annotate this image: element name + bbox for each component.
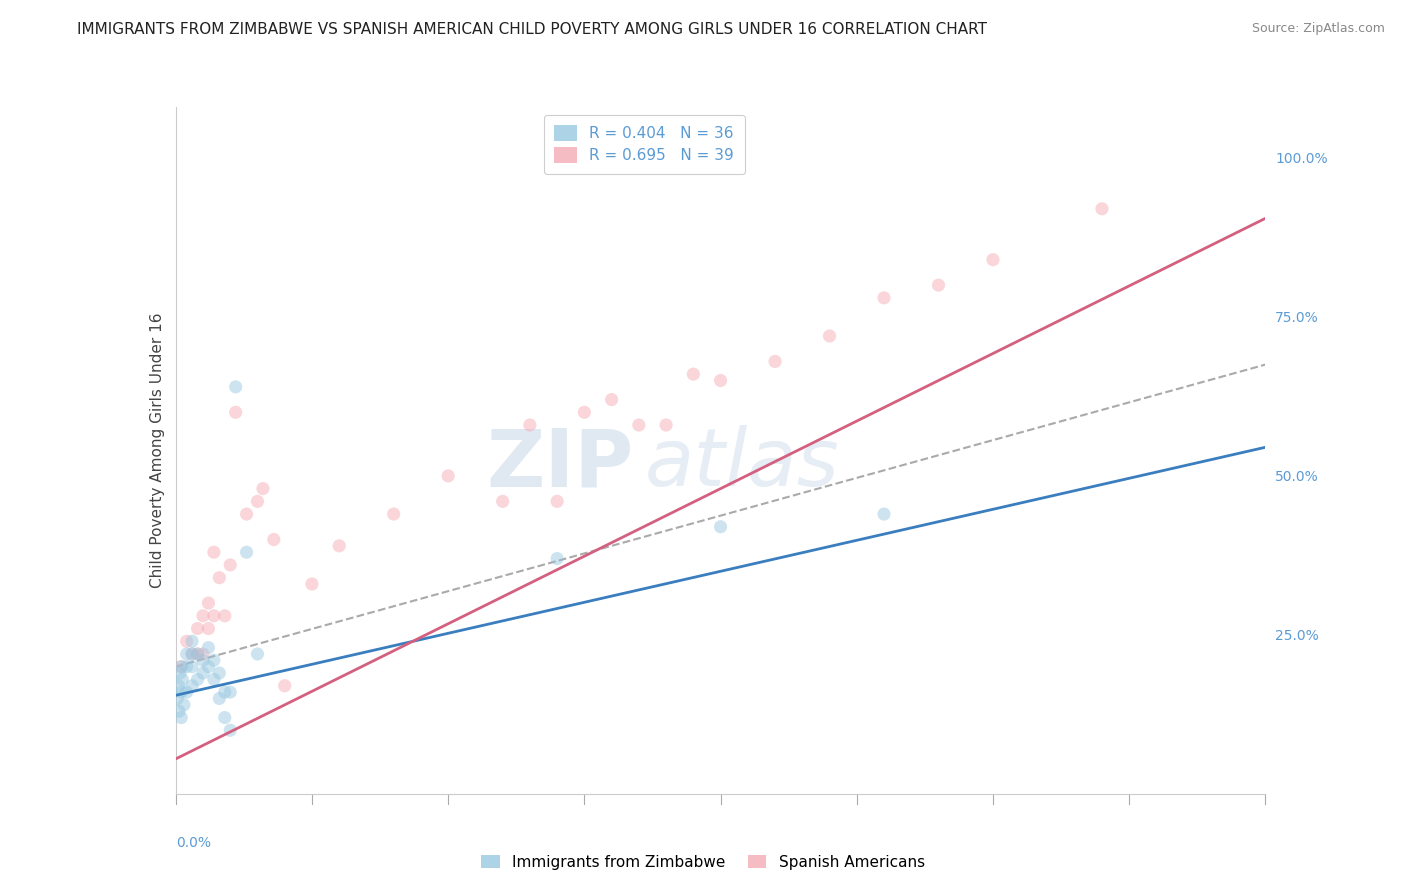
Point: [437, 469, 460, 483]
Point: [235, 545, 257, 559]
Point: [655, 417, 678, 432]
Point: [170, 710, 193, 724]
Point: [225, 380, 247, 394]
Point: [252, 482, 274, 496]
Point: [274, 679, 297, 693]
Point: [169, 666, 191, 681]
Point: [301, 577, 323, 591]
Point: [170, 659, 193, 673]
Point: [181, 679, 204, 693]
Point: [492, 494, 515, 508]
Point: [574, 405, 596, 419]
Point: [167, 704, 190, 718]
Point: [167, 679, 190, 693]
Point: [176, 685, 198, 699]
Point: [1091, 202, 1114, 216]
Point: [214, 608, 236, 623]
Point: [181, 634, 204, 648]
Point: [170, 685, 193, 699]
Text: IMMIGRANTS FROM ZIMBABWE VS SPANISH AMERICAN CHILD POVERTY AMONG GIRLS UNDER 16 : IMMIGRANTS FROM ZIMBABWE VS SPANISH AMER…: [77, 22, 987, 37]
Point: [246, 647, 269, 661]
Point: [219, 685, 242, 699]
Point: [546, 551, 568, 566]
Point: [873, 507, 896, 521]
Point: [214, 685, 236, 699]
Point: [225, 405, 247, 419]
Point: [176, 634, 198, 648]
Point: [546, 494, 568, 508]
Point: [202, 653, 225, 667]
Point: [166, 691, 188, 706]
Point: [682, 367, 704, 381]
Point: [181, 647, 204, 661]
Point: [197, 622, 219, 636]
Point: [382, 507, 405, 521]
Point: [172, 673, 194, 687]
Point: [263, 533, 285, 547]
Point: [202, 608, 225, 623]
Point: [214, 710, 236, 724]
Point: [186, 647, 209, 661]
Point: [191, 647, 214, 661]
Point: [981, 252, 1004, 267]
Point: [328, 539, 350, 553]
Point: [208, 571, 231, 585]
Point: [197, 659, 219, 673]
Point: [873, 291, 896, 305]
Point: [710, 520, 733, 534]
Point: [191, 653, 214, 667]
Legend: R = 0.404   N = 36, R = 0.695   N = 39: R = 0.404 N = 36, R = 0.695 N = 39: [544, 115, 745, 174]
Point: [186, 673, 209, 687]
Point: [186, 647, 209, 661]
Point: [928, 278, 950, 293]
Point: [246, 494, 269, 508]
Point: [235, 507, 257, 521]
Point: [763, 354, 786, 368]
Point: [627, 417, 650, 432]
Point: [181, 647, 204, 661]
Point: [208, 666, 231, 681]
Point: [202, 545, 225, 559]
Point: [202, 673, 225, 687]
Point: [208, 691, 231, 706]
Point: [191, 608, 214, 623]
Point: [176, 647, 198, 661]
Point: [173, 698, 195, 712]
Point: [186, 622, 209, 636]
Point: [197, 640, 219, 655]
Text: 0.0%: 0.0%: [176, 837, 211, 850]
Point: [191, 666, 214, 681]
Point: [197, 596, 219, 610]
Point: [181, 659, 204, 673]
Legend: Immigrants from Zimbabwe, Spanish Americans: Immigrants from Zimbabwe, Spanish Americ…: [474, 847, 932, 877]
Text: ZIP: ZIP: [486, 425, 633, 503]
Point: [818, 329, 841, 343]
Y-axis label: Child Poverty Among Girls Under 16: Child Poverty Among Girls Under 16: [149, 313, 165, 588]
Point: [219, 558, 242, 572]
Point: [170, 659, 193, 673]
Point: [176, 659, 198, 673]
Point: [710, 374, 733, 388]
Text: atlas: atlas: [644, 425, 839, 503]
Text: Source: ZipAtlas.com: Source: ZipAtlas.com: [1251, 22, 1385, 36]
Point: [600, 392, 623, 407]
Point: [219, 723, 242, 738]
Point: [519, 417, 541, 432]
